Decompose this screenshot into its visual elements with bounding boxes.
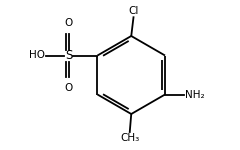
Text: Cl: Cl: [128, 6, 139, 16]
Text: HO: HO: [29, 51, 45, 60]
Text: O: O: [65, 18, 73, 28]
Text: CH₃: CH₃: [120, 133, 139, 143]
Text: NH₂: NH₂: [185, 90, 204, 99]
Text: S: S: [65, 49, 73, 62]
Text: O: O: [65, 83, 73, 93]
